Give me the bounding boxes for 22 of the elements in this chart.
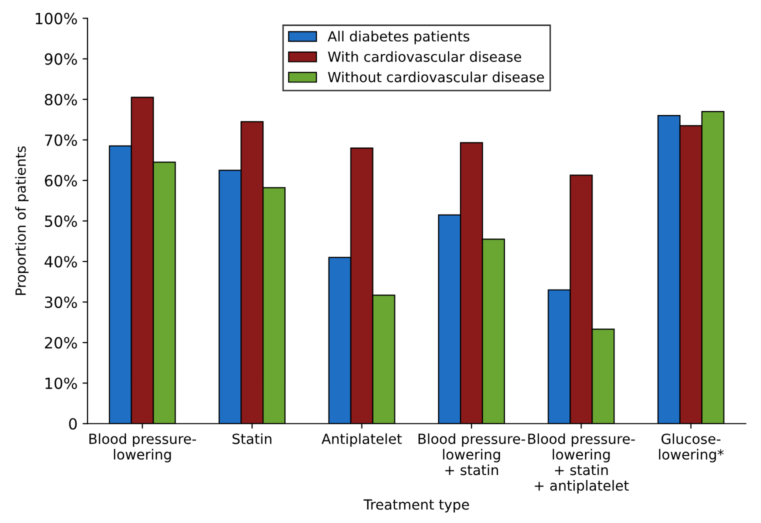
y-tick-label: 100% xyxy=(36,12,77,24)
y-tick-label: 50% xyxy=(45,215,77,227)
y-tick-label: 20% xyxy=(44,337,77,349)
y-tick-label: 0 xyxy=(69,418,77,430)
x-tick-label: Antiplatelet xyxy=(322,433,402,447)
x-tick-label: Blood pressure- lowering + statin + antiplatelet xyxy=(528,433,635,494)
y-tick-label: 90% xyxy=(44,53,77,65)
y-tick-label: 60% xyxy=(44,174,77,186)
y-tick-label: 80% xyxy=(44,94,77,106)
x-axis-title: Treatment type xyxy=(364,499,469,512)
x-tick-label: Blood pressure- lowering xyxy=(89,433,196,462)
y-tick-label: 40% xyxy=(44,256,77,268)
x-tick-label: Statin xyxy=(232,433,272,444)
legend-label: All diabetes patients xyxy=(328,30,470,44)
legend-label: Without cardiovascular disease xyxy=(328,72,544,82)
y-tick-label: 70% xyxy=(45,134,77,146)
y-axis-title: Proportion of patients xyxy=(15,146,29,295)
x-tick-label: Blood pressure- lowering + statin xyxy=(418,433,526,476)
y-tick-label: 10% xyxy=(46,378,77,390)
legend-label: With cardiovascular disease xyxy=(328,51,522,62)
y-tick-label: 30% xyxy=(45,296,77,308)
x-tick-label: Glucose- lowering* xyxy=(659,433,724,462)
